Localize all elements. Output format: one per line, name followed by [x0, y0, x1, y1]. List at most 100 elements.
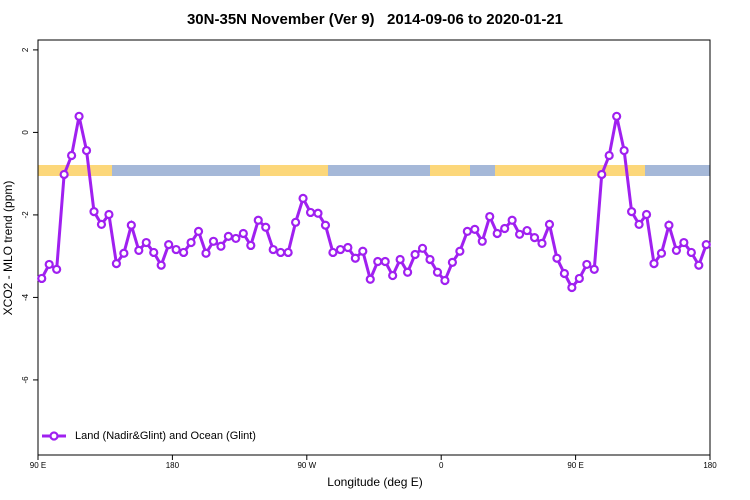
data-point [74, 111, 84, 121]
data-point [403, 267, 413, 277]
plot-frame [37, 39, 711, 456]
data-point [567, 282, 577, 293]
data-point [186, 237, 196, 248]
data-point [358, 246, 368, 256]
data-point [283, 247, 293, 258]
data-point [156, 260, 166, 270]
y-tick-label: -4 [21, 293, 30, 301]
data-point [544, 219, 555, 229]
data-point [37, 273, 47, 284]
data-point [276, 247, 286, 258]
x-tick-label: 90 W [297, 461, 316, 470]
data-point [664, 220, 674, 230]
data-point [514, 229, 525, 239]
data-point [470, 224, 480, 234]
y-tick-label: 0 [21, 130, 30, 135]
data-point [350, 253, 360, 263]
data-point [410, 249, 420, 260]
data-point [335, 244, 345, 255]
data-point [179, 247, 189, 258]
data-point [455, 246, 465, 256]
x-tick-label: 180 [166, 461, 180, 470]
data-point [529, 232, 540, 243]
data-point [432, 267, 443, 277]
data-point [246, 240, 256, 251]
x-tick-label: 90 E [567, 461, 583, 470]
data-point [253, 215, 263, 225]
data-point [89, 207, 99, 217]
data-point [395, 254, 405, 265]
data-point [111, 258, 122, 269]
data-point [417, 243, 428, 253]
data-point [612, 111, 622, 121]
data-point [462, 226, 472, 237]
data-point [388, 270, 398, 281]
x-axis-label: Longitude (deg E) [327, 475, 422, 489]
data-point [164, 240, 174, 250]
data-point [328, 247, 338, 258]
data-point [313, 208, 323, 218]
y-tick-label: -2 [21, 211, 30, 219]
x-tick-label: 180 [703, 461, 717, 470]
data-point [291, 217, 301, 227]
data-point [104, 209, 114, 220]
data-point [305, 207, 316, 218]
data-point [141, 237, 151, 248]
data-point [268, 244, 278, 255]
y-axis-label: XCO2 - MLO trend (ppm) [1, 181, 15, 316]
data-point [701, 240, 711, 250]
data-point [149, 247, 159, 258]
data-point [81, 145, 92, 156]
data-point [634, 219, 644, 229]
data-point [694, 260, 704, 270]
data-point [671, 245, 682, 255]
data-point [343, 242, 353, 253]
data-point [485, 211, 495, 222]
legend-label: Land (Nadir&Glint) and Ocean (Glint) [75, 430, 256, 442]
data-point [380, 256, 390, 267]
data-point [201, 248, 211, 258]
data-point [231, 233, 241, 244]
data-point [261, 222, 271, 232]
data-point [59, 169, 69, 180]
data-point [171, 244, 181, 255]
data-point [126, 220, 136, 230]
legend-marker [49, 431, 59, 441]
data-point [559, 268, 570, 279]
data-point [134, 245, 144, 255]
data-point [119, 248, 129, 258]
y-tick-label: -6 [21, 376, 30, 384]
data-point [589, 264, 599, 274]
chart-title: 30N-35N November (Ver 9) 2014-09-06 to 2… [187, 11, 563, 28]
data-point [626, 207, 637, 217]
x-tick-label: 0 [439, 461, 444, 470]
data-point [641, 209, 652, 220]
data-point [492, 228, 502, 239]
data-point [619, 145, 629, 156]
data-point [193, 226, 204, 237]
data-point [649, 258, 659, 269]
data-point [447, 257, 457, 267]
data-point [96, 219, 107, 229]
data-point [208, 236, 219, 246]
data-point [582, 259, 592, 270]
data-point [477, 236, 487, 246]
data-point [373, 256, 383, 267]
data-point [425, 254, 435, 265]
data-point [52, 264, 62, 274]
data-point [216, 241, 226, 251]
y-tick-label: 2 [21, 47, 30, 52]
data-point [66, 150, 77, 161]
x-tick-label: 90 E [30, 461, 46, 470]
data-point [656, 248, 667, 258]
data-point [537, 238, 547, 248]
data-point [604, 150, 614, 161]
data-point [320, 220, 331, 230]
data-point [500, 223, 510, 234]
data-point [679, 237, 689, 248]
data-point [522, 225, 532, 236]
data-point [574, 273, 584, 284]
data-point [238, 228, 248, 239]
data-point [507, 215, 517, 225]
